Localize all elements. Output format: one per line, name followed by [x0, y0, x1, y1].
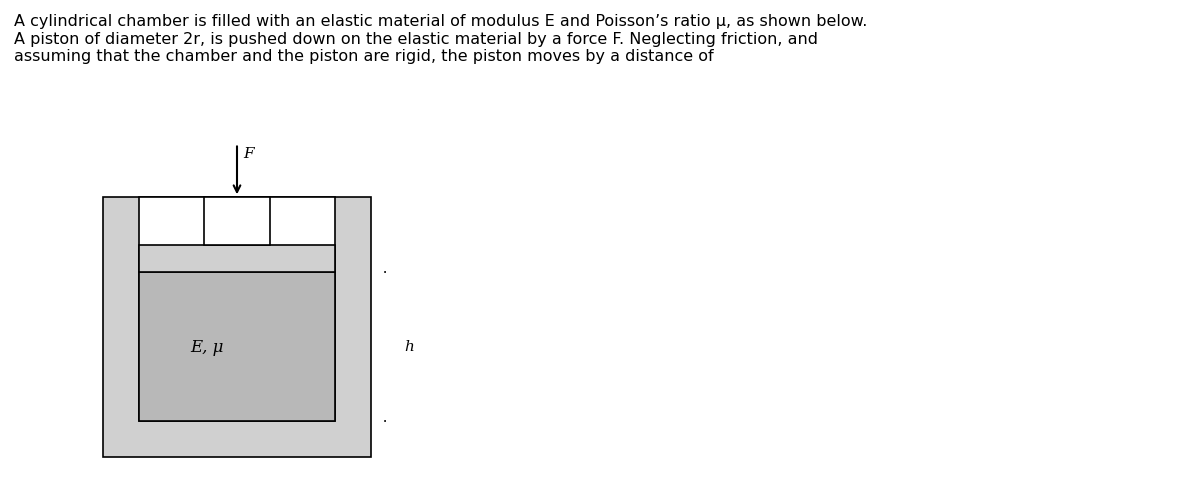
Bar [138, 198, 336, 421]
Bar [138, 245, 336, 272]
Bar [204, 198, 270, 245]
Text: A cylindrical chamber is filled with an elastic material of modulus E and Poisso: A cylindrical chamber is filled with an … [14, 14, 868, 64]
Text: h: h [404, 339, 414, 354]
Bar [138, 272, 336, 421]
Text: E, μ: E, μ [191, 338, 224, 355]
Bar [103, 198, 371, 456]
Text: F: F [242, 147, 253, 161]
